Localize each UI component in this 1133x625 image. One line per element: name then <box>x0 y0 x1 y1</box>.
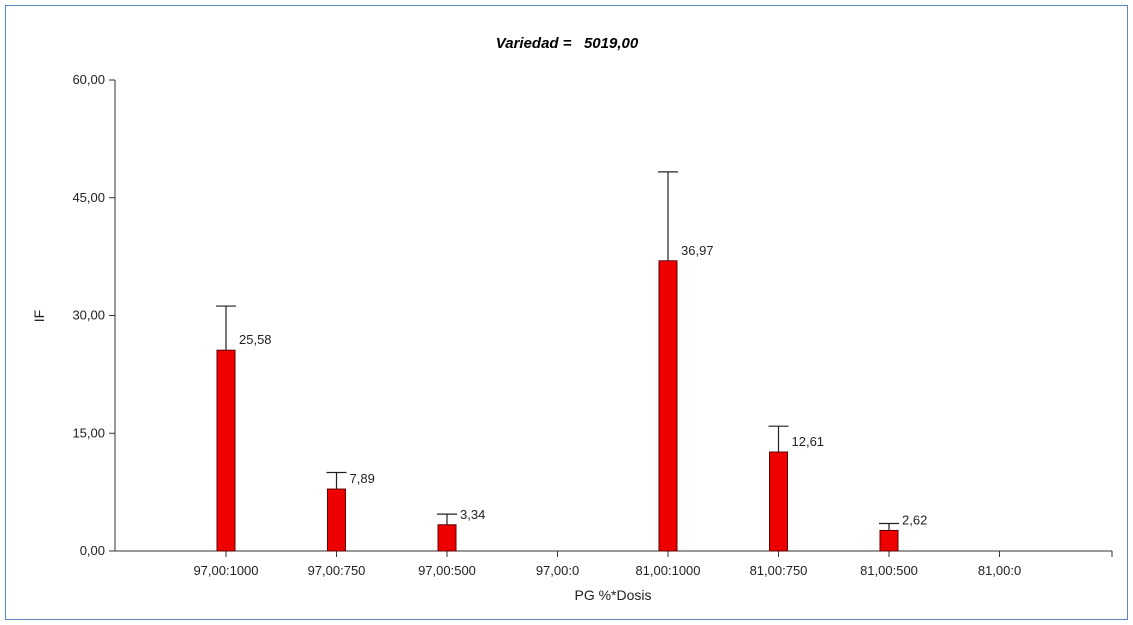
x-tick-label: 97,00:1000 <box>193 563 258 578</box>
chart-frame <box>5 5 1128 620</box>
x-tick-label: 97,00:500 <box>418 563 476 578</box>
data-label: 36,97 <box>681 243 714 258</box>
y-tick-label: 0,00 <box>80 543 105 558</box>
x-tick-label: 81,00:0 <box>978 563 1021 578</box>
x-tick-label: 97,00:0 <box>536 563 579 578</box>
bars: 25,58 7,89 3,34 36,97 12,61 2,62 <box>216 171 927 552</box>
bar <box>658 260 678 552</box>
bar <box>216 349 236 552</box>
x-tick-label: 97,00:750 <box>308 563 366 578</box>
bar <box>327 488 346 552</box>
y-tick-label: 30,00 <box>72 308 105 323</box>
chart-title: Variedad = 5019,00 <box>496 35 639 52</box>
y-tick-label: 15,00 <box>72 425 105 440</box>
y-tick-label: 60,00 <box>72 72 105 87</box>
y-ticks: 0,00 15,00 30,00 45,00 60,00 <box>72 72 115 558</box>
data-label: 25,58 <box>239 332 272 347</box>
bar <box>879 529 899 552</box>
bar <box>769 451 788 552</box>
chart-title-value: 5019,00 <box>584 35 639 52</box>
x-axis-label: PG %*Dosis <box>574 587 651 603</box>
bar <box>437 524 457 552</box>
x-tick-label: 81,00:750 <box>750 563 808 578</box>
data-label: 7,89 <box>350 471 375 486</box>
chart-title-label: Variedad = <box>496 35 572 52</box>
x-tick-label: 81,00:500 <box>860 563 918 578</box>
data-label: 2,62 <box>902 512 927 527</box>
x-tick-label: 81,00:1000 <box>635 563 700 578</box>
data-label: 12,61 <box>792 434 825 449</box>
x-ticks: 97,00:1000 97,00:750 97,00:500 97,00:0 81,00… <box>193 551 1113 578</box>
y-axis-label: IF <box>31 310 47 322</box>
data-label: 3,34 <box>460 507 485 522</box>
y-tick-label: 45,00 <box>72 190 105 205</box>
